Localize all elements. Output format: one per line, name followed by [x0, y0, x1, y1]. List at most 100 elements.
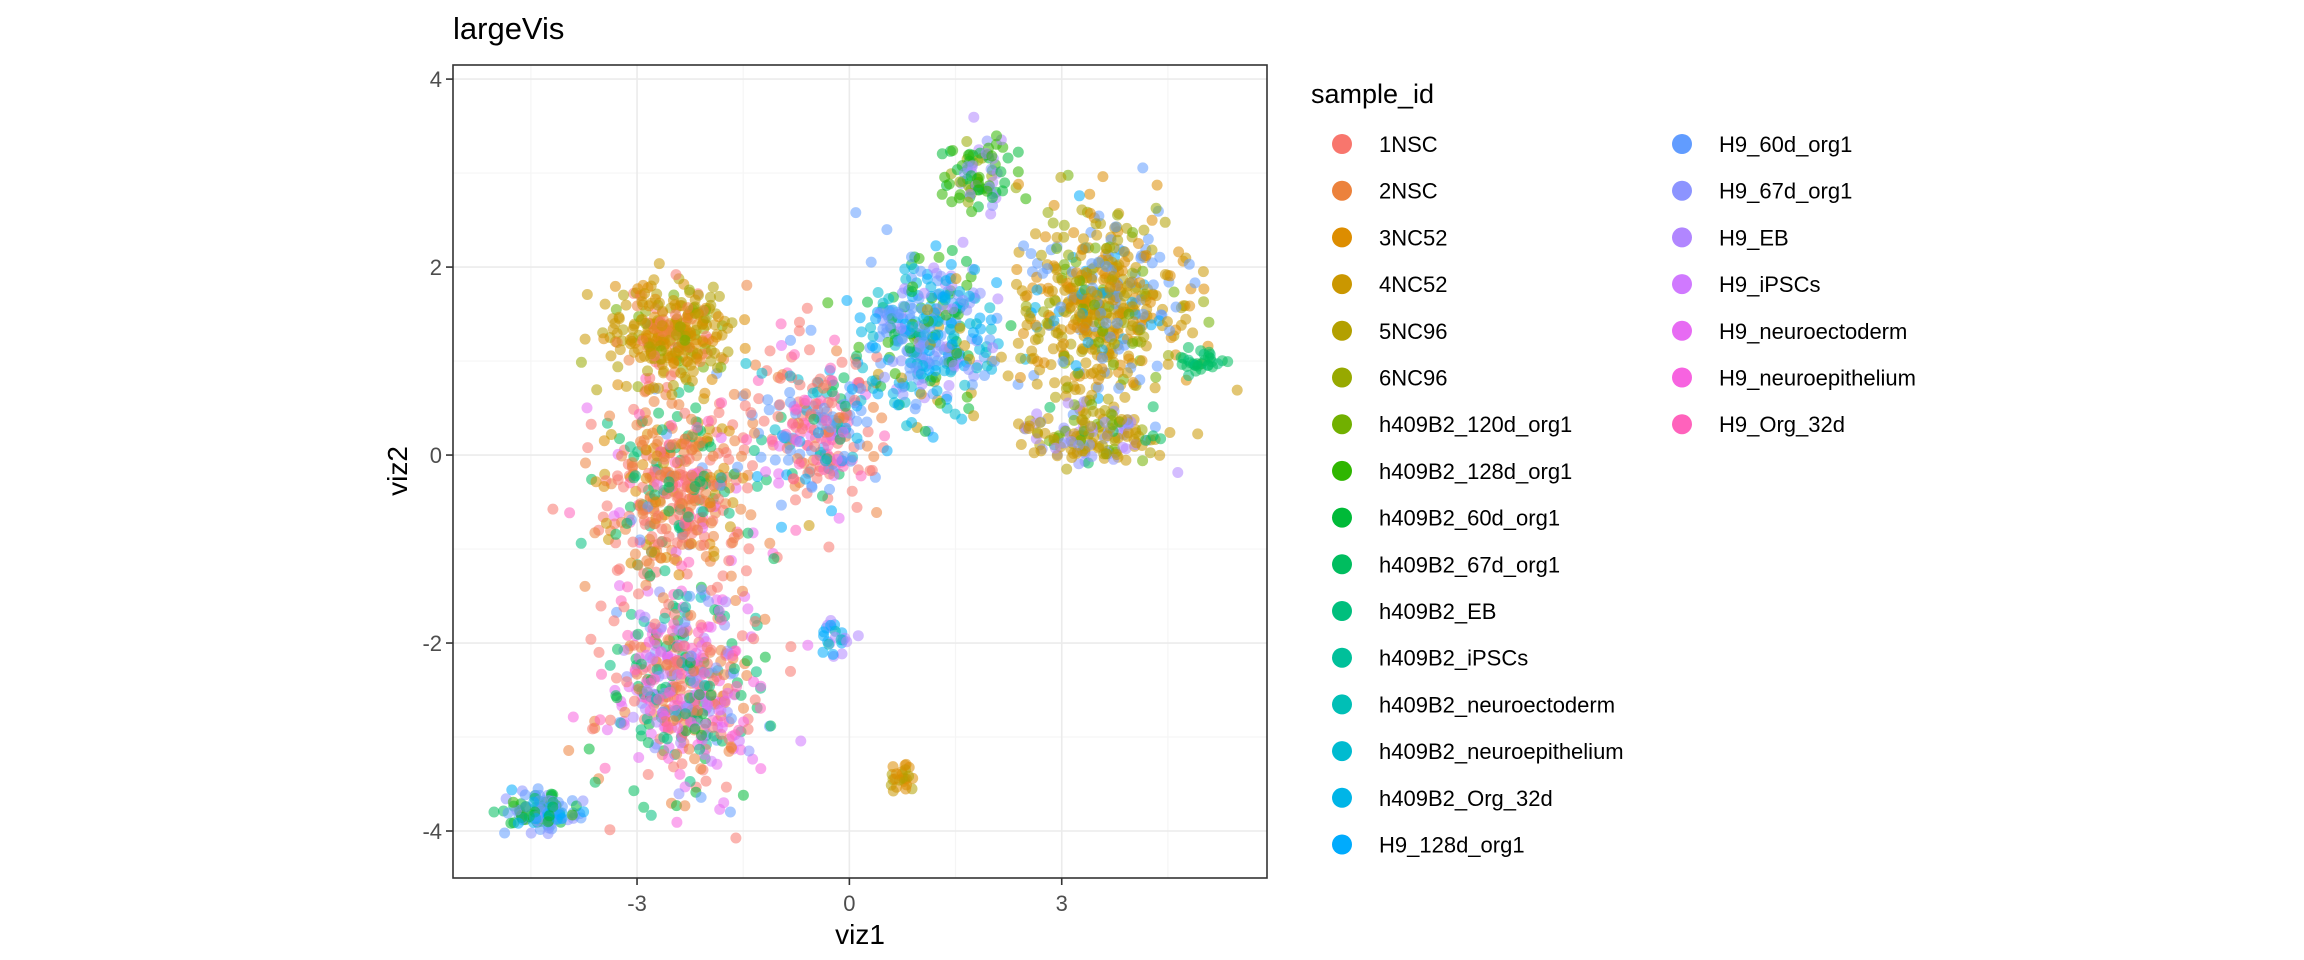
scatter-point [946, 338, 958, 350]
scatter-point [653, 407, 665, 419]
scatter-point [895, 323, 907, 334]
scatter-point [594, 714, 606, 726]
scatter-point [788, 349, 800, 361]
scatter-point [670, 309, 681, 321]
scatter-point [1147, 401, 1159, 413]
scatter-point [727, 650, 739, 661]
scatter-point [737, 789, 749, 801]
scatter-point [506, 784, 518, 796]
scatter-point [1044, 401, 1056, 413]
scatter-point [1197, 266, 1209, 278]
scatter-point [645, 348, 657, 360]
scatter-point [658, 731, 670, 743]
scatter-point [528, 796, 540, 808]
scatter-point [750, 666, 762, 678]
scatter-point [1159, 269, 1171, 280]
scatter-point [711, 594, 723, 606]
scatter-point [1058, 231, 1070, 243]
scatter-point [707, 479, 719, 491]
scatter-point [656, 535, 668, 547]
scatter-point [1002, 370, 1014, 382]
scatter-point [1104, 283, 1116, 295]
scatter-point [673, 569, 685, 581]
legend-label: 2NSC [1379, 179, 1438, 204]
scatter-point [686, 470, 698, 481]
scatter-point [579, 580, 591, 592]
legend-key [1672, 134, 1692, 154]
scatter-point [731, 681, 743, 692]
scatter-point [772, 411, 784, 422]
scatter-point [1064, 323, 1076, 335]
scatter-point [612, 470, 623, 482]
scatter-point [1052, 272, 1064, 284]
scatter-point [1092, 382, 1104, 394]
scatter-point [1057, 356, 1069, 368]
scatter-point [1154, 251, 1166, 263]
scatter-point [1137, 265, 1149, 277]
scatter-point [790, 524, 802, 536]
scatter-point [1086, 451, 1098, 462]
scatter-point [1084, 188, 1096, 200]
scatter-point [1018, 328, 1029, 339]
scatter-point [1127, 227, 1139, 238]
scatter-point [1038, 357, 1050, 369]
scatter-point [1071, 447, 1083, 459]
scatter-point [963, 364, 975, 375]
scatter-point [794, 316, 805, 328]
scatter-point [839, 400, 851, 412]
scatter-point [889, 368, 901, 380]
scatter-point [1055, 341, 1067, 353]
scatter-point [769, 424, 781, 436]
scatter-point [764, 537, 776, 549]
scatter-point [954, 286, 966, 297]
scatter-point [655, 552, 667, 564]
scatter-point [678, 454, 690, 466]
scatter-point [638, 801, 650, 813]
scatter-point [897, 389, 909, 401]
scatter-point [1110, 221, 1122, 233]
scatter-point [1076, 243, 1088, 255]
scatter-point [707, 281, 719, 293]
scatter-point [1085, 420, 1096, 432]
scatter-point [747, 417, 759, 429]
scatter-point [686, 375, 698, 387]
scatter-point [705, 355, 717, 367]
scatter-point [692, 626, 704, 638]
scatter-point [1107, 359, 1119, 371]
scatter-point [907, 321, 919, 333]
legend-title: sample_id [1311, 79, 1434, 109]
scatter-point [523, 811, 535, 823]
scatter-point [685, 359, 697, 371]
scatter-point [803, 520, 815, 531]
scatter-point [887, 785, 899, 797]
scatter-point [697, 506, 709, 518]
scatter-point [1138, 224, 1150, 236]
scatter-point [1130, 427, 1142, 439]
scatter-point [1031, 284, 1043, 296]
scatter-point [614, 507, 625, 519]
scatter-point [591, 384, 603, 396]
scatter-point [730, 595, 742, 606]
scatter-point [724, 806, 736, 818]
scatter-point [887, 388, 899, 399]
scatter-point [965, 170, 977, 182]
scatter-point [612, 379, 624, 391]
scatter-point [719, 695, 731, 707]
scatter-point [933, 251, 945, 263]
scatter-point [689, 723, 701, 735]
scatter-point [640, 579, 652, 591]
scatter-point [812, 427, 824, 439]
scatter-point [650, 496, 662, 508]
scatter-point [1005, 320, 1017, 332]
scatter-point [581, 402, 593, 414]
scatter-point [755, 763, 767, 775]
scatter-point [705, 517, 717, 529]
scatter-point [1198, 283, 1210, 295]
scatter-point [921, 304, 933, 316]
scatter-point [701, 657, 713, 669]
scatter-point [519, 789, 531, 801]
legend-key [1332, 134, 1352, 154]
scatter-point [659, 453, 671, 465]
scatter-point [684, 326, 696, 338]
scatter-point [707, 335, 719, 347]
